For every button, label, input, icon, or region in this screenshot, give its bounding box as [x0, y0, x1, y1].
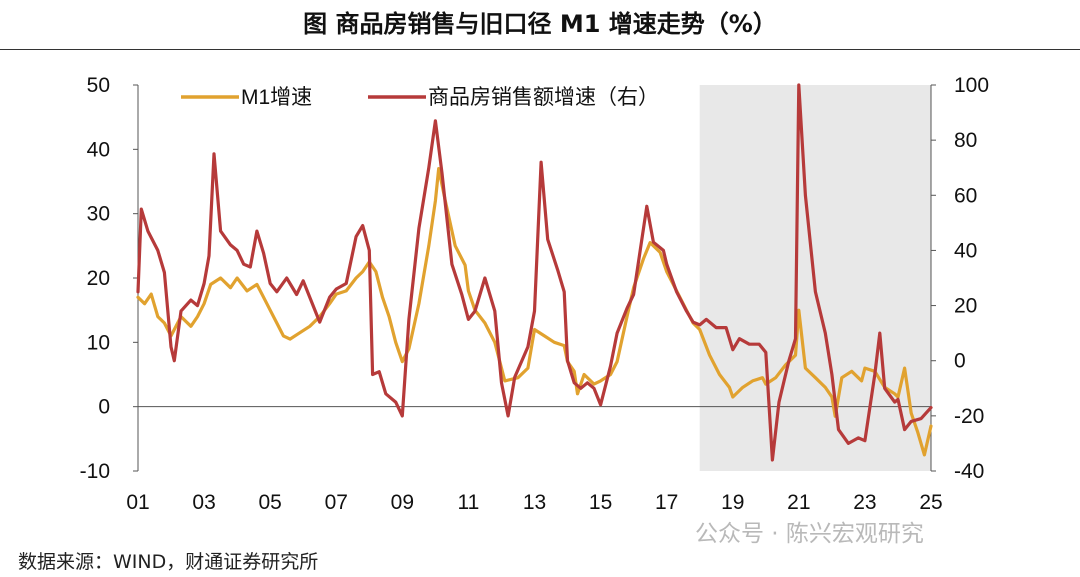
- left-tick-label: -10: [80, 460, 110, 483]
- right-tick-label: -40: [954, 460, 984, 483]
- x-tick-label: 03: [192, 491, 215, 512]
- left-tick-label: 10: [87, 331, 110, 354]
- x-tick-label: 21: [787, 491, 810, 512]
- right-tick-label: 60: [954, 184, 977, 207]
- series-line-m1: [136, 167, 933, 457]
- right-tick-label: 20: [954, 295, 977, 318]
- legend-label: M1增速: [241, 86, 312, 109]
- legend-label: 商品房销售额增速（右）: [428, 86, 659, 109]
- left-tick-label: 50: [87, 74, 110, 97]
- x-tick-label: 19: [721, 491, 744, 512]
- series-line-sales: [136, 83, 933, 462]
- x-tick-label: 15: [589, 491, 612, 512]
- source-note: 数据来源：WIND，财通证券研究所: [18, 551, 319, 573]
- watermark-text: 公众号 · 陈兴宏观研究: [695, 521, 924, 547]
- left-tick-label: 40: [87, 138, 110, 161]
- right-tick-label: -20: [954, 405, 984, 428]
- x-tick-label: 07: [325, 491, 348, 512]
- left-tick-label: 30: [87, 203, 110, 226]
- chart-title: 图 商品房销售与旧口径 M1 增速走势（%）: [303, 10, 777, 38]
- title-divider: [0, 49, 1080, 50]
- x-tick-label: 13: [523, 491, 546, 512]
- x-tick-label: 11: [458, 491, 480, 512]
- x-tick-label: 23: [853, 491, 876, 512]
- x-tick-label: 01: [126, 491, 149, 512]
- line-chart: -10 0 10 20 30 40 50 -40 -20 0 20 40 60 80 100 01 03 05 07…: [80, 74, 989, 512]
- x-tick-label: 09: [391, 491, 414, 512]
- right-tick-label: 100: [954, 74, 989, 97]
- right-tick-label: 0: [954, 350, 966, 373]
- left-tick-label: 0: [98, 396, 110, 419]
- x-tick-label: 25: [919, 491, 942, 512]
- x-tick-label: 17: [655, 491, 678, 512]
- right-tick-label: 80: [954, 129, 977, 152]
- x-tick-label: 05: [258, 491, 281, 512]
- right-tick-label: 40: [954, 239, 977, 262]
- left-tick-label: 20: [87, 267, 110, 290]
